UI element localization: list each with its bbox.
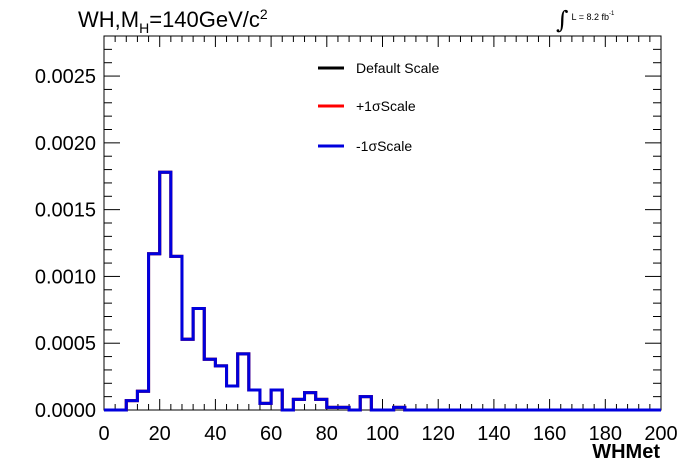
y-tick-label: 0.0020: [35, 133, 96, 155]
legend-label: +1σScale: [356, 98, 416, 114]
legend-label: -1σScale: [356, 138, 412, 154]
y-tick-label: 0.0025: [35, 66, 96, 88]
series-line: [104, 170, 661, 412]
integral-symbol: ∫: [556, 6, 569, 34]
y-tick-label: 0.0000: [35, 400, 96, 422]
x-tick-label: 0: [98, 423, 109, 445]
x-tick-label: 20: [149, 423, 171, 445]
x-tick-label: 200: [644, 423, 677, 445]
series-line: [104, 170, 661, 412]
x-tick-label: 180: [589, 423, 622, 445]
y-tick-label: 0.0015: [35, 200, 96, 222]
x-axis-label: WHMet: [592, 441, 660, 463]
x-tick-label: 120: [422, 423, 455, 445]
x-tick-label: 80: [316, 423, 338, 445]
x-tick-label: 60: [260, 423, 282, 445]
title-superscript: 2: [259, 6, 268, 22]
x-tick-label: 160: [533, 423, 566, 445]
x-tick-label: 40: [204, 423, 226, 445]
title-prefix: WH,M: [78, 7, 140, 32]
luminosity-text: L = 8.2 fb: [571, 12, 609, 22]
x-tick-label: 100: [366, 423, 399, 445]
y-tick-label: 0.0005: [35, 333, 96, 355]
chart-title: WH,MH=140GeV/c2: [78, 6, 268, 36]
legend-label: Default Scale: [356, 60, 439, 76]
title-subscript: H: [139, 20, 150, 36]
series-line: [104, 170, 661, 412]
legend: Default Scale +1σScale -1σScale: [318, 60, 439, 154]
plot-frame: [103, 35, 662, 411]
x-tick-label: 140: [477, 423, 510, 445]
luminosity-label: ∫ L = 8.2 fb-1: [556, 8, 614, 32]
histogram-series: [104, 170, 661, 412]
y-tick-label: 0.0010: [35, 266, 96, 288]
luminosity-superscript: -1: [608, 11, 615, 17]
title-middle: =140GeV/c: [149, 7, 260, 32]
axis-ticks: 0 20 40 60 80 100 120 140 160 180 200 0.0000 0.0005 0…: [35, 35, 678, 445]
